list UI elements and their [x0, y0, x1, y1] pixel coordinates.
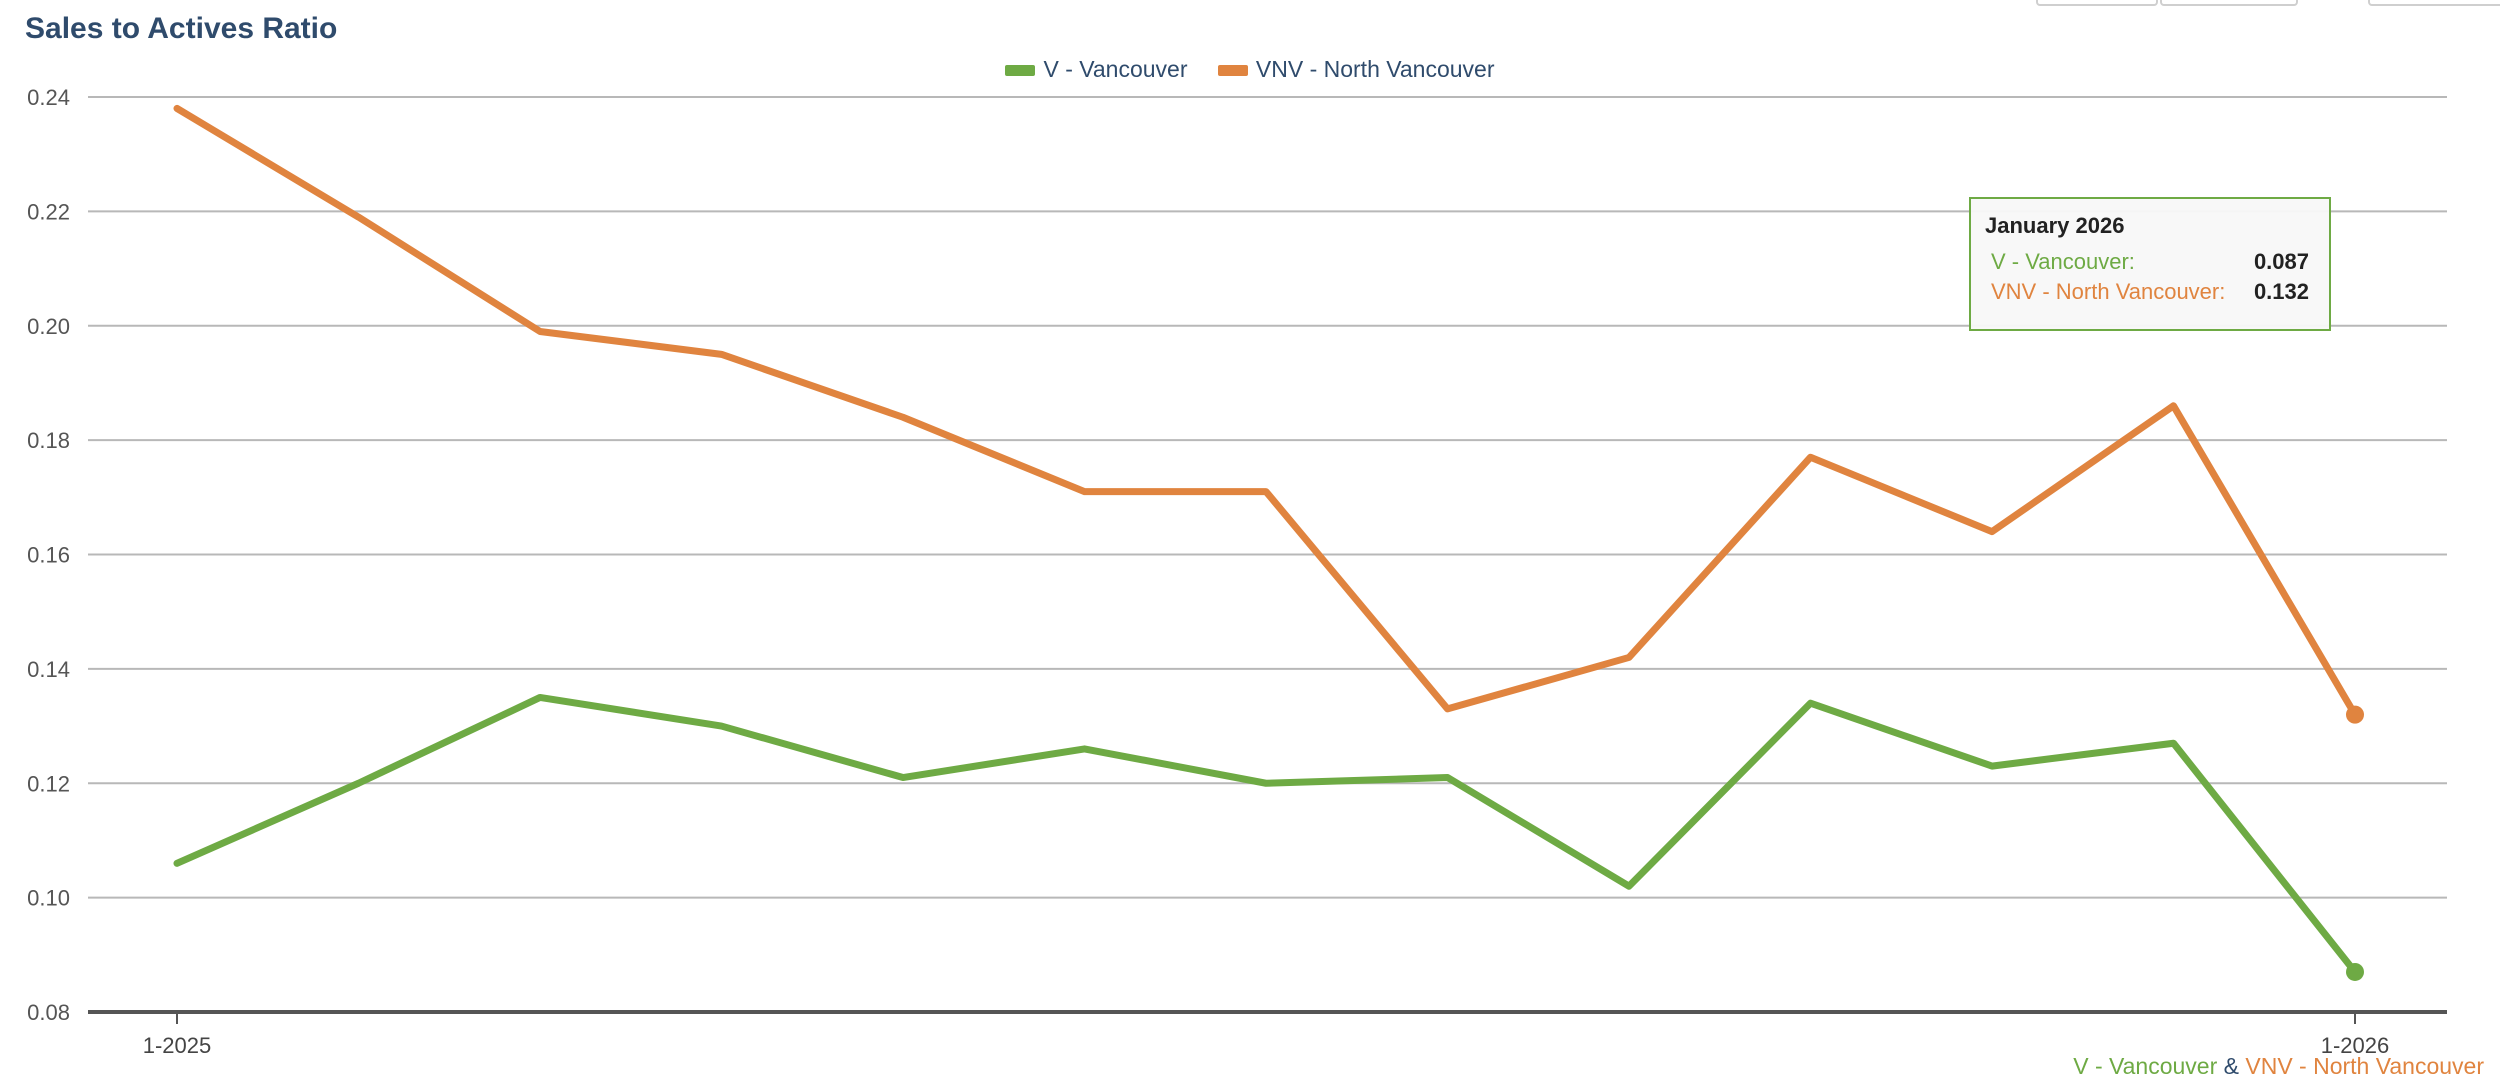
- tooltip-label: V - Vancouver:: [1991, 249, 2135, 274]
- chart-title: Sales to Actives Ratio: [25, 12, 338, 45]
- caption-vancouver: V - Vancouver: [2073, 1053, 2218, 1079]
- legend-item-vancouver[interactable]: V - Vancouver: [1005, 56, 1188, 83]
- series-line-north-vancouver: [173, 104, 2359, 719]
- caption-ampersand: &: [2217, 1053, 2246, 1079]
- toolbar-button[interactable]: [2036, 0, 2158, 6]
- caption-north-vancouver: VNV - North Vancouver: [2245, 1053, 2484, 1079]
- legend-swatch-vancouver: [1005, 65, 1036, 77]
- y-tick-label: 0.16: [27, 543, 70, 568]
- tooltip-title: January 2026: [1985, 213, 2125, 238]
- highlight-point-vancouver: [2346, 962, 2364, 981]
- toolbar-button[interactable]: [2368, 0, 2500, 6]
- tooltip-value: 0.087: [2253, 249, 2309, 274]
- toolbar-button[interactable]: [2160, 0, 2298, 6]
- tooltip-label: VNV - North Vancouver:: [1991, 279, 2226, 304]
- axes: 0.08 0.10 0.12 0.14 0.16 0.18 0.20 0.22 0.24 1-20…: [27, 85, 2447, 1058]
- highlight-point-north-vancouver: [2346, 705, 2364, 724]
- x-tick-label: 1-2026: [2321, 1033, 2390, 1058]
- legend-item-north-vancouver[interactable]: VNV - North Vancouver: [1217, 56, 1495, 83]
- legend-label: VNV - North Vancouver: [1255, 56, 1495, 82]
- series-caption: V - Vancouver & VNV - North Vancouver: [2073, 1053, 2484, 1080]
- x-tick-label: 1-2025: [143, 1033, 212, 1058]
- y-tick-label: 0.14: [27, 657, 70, 682]
- series-line-vancouver: [173, 693, 2359, 976]
- y-tick-label: 0.10: [27, 886, 70, 911]
- tooltip-value: 0.132: [2253, 279, 2309, 304]
- chart-legend: V - Vancouver VNV - North Vancouver: [0, 56, 2500, 83]
- tooltip-row-north-vancouver: VNV - North Vancouver: 0.132: [1991, 279, 2309, 305]
- series: [173, 104, 2364, 981]
- y-tick-label: 0.12: [27, 771, 70, 796]
- legend-swatch-north-vancouver: [1217, 65, 1248, 77]
- y-tick-label: 0.20: [27, 314, 70, 339]
- legend-label: V - Vancouver: [1043, 56, 1188, 82]
- tooltip-row-vancouver: V - Vancouver: 0.087: [1991, 249, 2309, 275]
- y-tick-label: 0.22: [27, 199, 70, 224]
- y-tick-label: 0.08: [27, 1000, 70, 1025]
- y-tick-label: 0.18: [27, 428, 70, 453]
- data-tooltip: January 2026 V - Vancouver: 0.087 VNV - …: [1969, 197, 2331, 331]
- y-tick-label: 0.24: [27, 85, 70, 110]
